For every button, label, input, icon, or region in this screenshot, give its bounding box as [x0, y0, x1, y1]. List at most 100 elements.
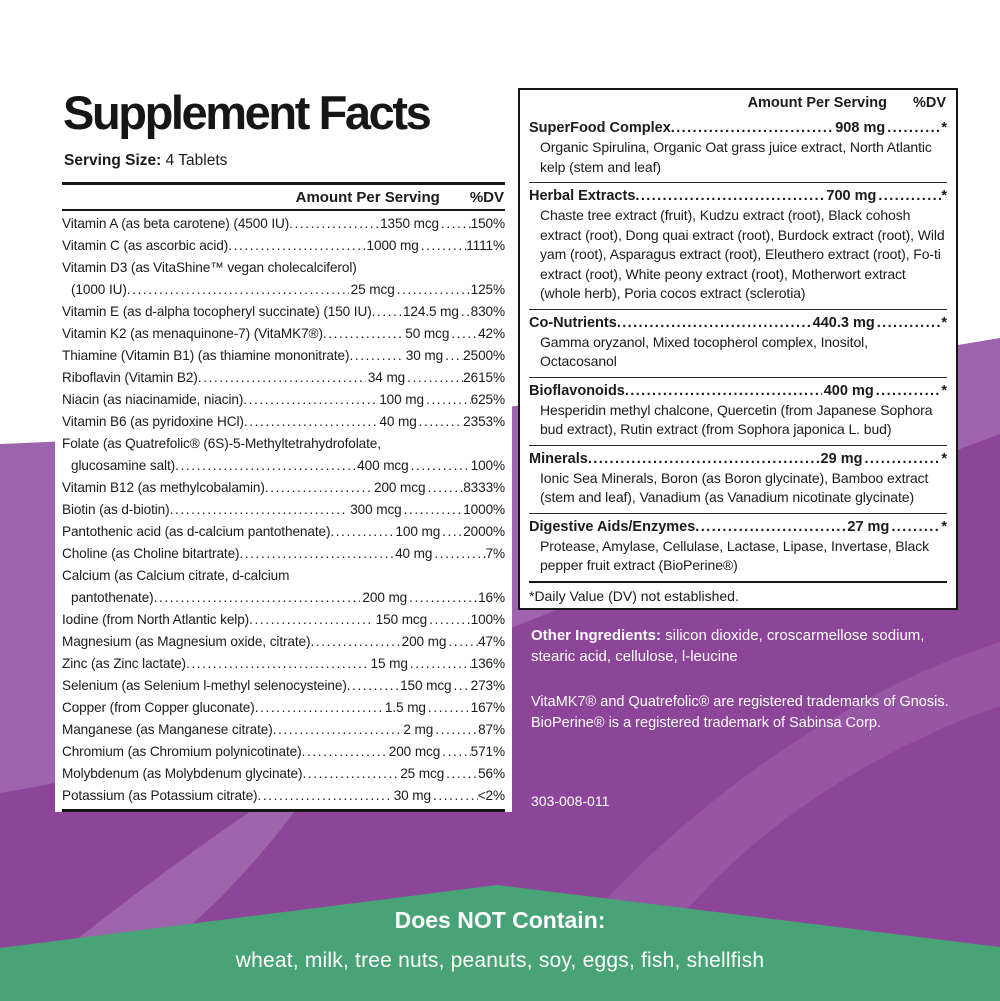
nutrient-dv: 100%: [470, 611, 505, 627]
trademark-line-1: VitaMK7® and Quatrefolic® are registered…: [531, 694, 949, 710]
section-ingredients: Hesperidin methyl chalcone, Quercetin (f…: [540, 401, 933, 438]
nutrient-name: Vitamin B12 (as methylcobalamin): [62, 479, 265, 495]
serving-size: Serving Size: 4 Tablets: [64, 152, 505, 170]
dot-leader: ........................................…: [185, 655, 369, 671]
section-ingredients: Protease, Amylase, Cellulase, Lactase, L…: [540, 537, 930, 574]
dot-leader: ........................................…: [420, 237, 466, 253]
row-line: Vitamin A (as beta carotene) (4500 IU)..…: [62, 213, 505, 235]
nutrient-name: Chromium (as Chromium polynicotinate): [62, 743, 302, 759]
other-ingredients-text: silicon dioxide, croscarmellose sodium, …: [531, 627, 925, 665]
table-row: Calcium (as Calcium citrate, d-calcium pa…: [62, 565, 505, 609]
divider: [529, 580, 947, 583]
nutrient-dv: 87%: [478, 721, 506, 737]
dot-leader: ........................................…: [264, 479, 372, 495]
dot-leader: ........................................…: [440, 215, 471, 231]
dot-leader: ........................................…: [878, 188, 941, 204]
ingredient-section: Co-Nutrients............................…: [529, 308, 947, 377]
table-row: Vitamin B6 (as pyridoxine HCl)..........…: [62, 411, 505, 433]
nutrient-amount: 1.5 mg: [384, 699, 426, 715]
dot-leader: ........................................…: [427, 699, 471, 715]
row-line: Pantothenic acid (as d-calcium pantothen…: [62, 521, 505, 543]
row-line: Calcium (as Calcium citrate, d-calcium: [62, 565, 505, 587]
nutrient-amount: 40 mg: [395, 545, 433, 561]
row-line: Niacin (as niacinamide, niacin).........…: [62, 389, 505, 411]
nutrient-dv: 2615%: [463, 369, 505, 385]
nutrient-name: Vitamin D3 (as VitaShine™ vegan cholecal…: [62, 259, 357, 275]
dot-leader: ........................................…: [403, 501, 464, 517]
dot-leader: ........................................…: [243, 413, 378, 429]
right-column-header: Amount Per Serving %DV: [529, 90, 947, 115]
row-line: Thiamine (Vitamin B1) (as thiamine monon…: [62, 345, 505, 367]
nutrient-name: Pantothenic acid (as d-calcium pantothen…: [62, 523, 331, 539]
row-line: Selenium (as Selenium l-methyl selenocys…: [62, 675, 505, 697]
other-ingredients-label: Other Ingredients:: [531, 627, 662, 644]
table-row: Vitamin A (as beta carotene) (4500 IU)..…: [62, 213, 505, 235]
nutrient-dv: 571%: [470, 743, 505, 759]
nutrient-dv: 136%: [470, 655, 505, 671]
ingredient-section: SuperFood Complex.......................…: [529, 115, 947, 182]
nutrient-amount: 34 mg: [367, 369, 406, 385]
table-row: Iodine (from North Atlantic kelp).......…: [62, 609, 505, 631]
dot-leader: ........................................…: [695, 518, 846, 535]
row-line: (1000 IU)...............................…: [62, 279, 505, 301]
nutrient-dv: 2500%: [463, 347, 505, 363]
nutrient-name: Vitamin C (as ascorbic acid): [62, 237, 229, 253]
allergen-banner-title: Does NOT Contain:: [394, 907, 606, 933]
dv-footnote: *Daily Value (DV) not established.: [529, 587, 739, 604]
complex-facts-panel: Amount Per Serving %DV SuperFood Complex…: [518, 88, 958, 610]
ingredient-section: Digestive Aids/Enzymes..................…: [529, 512, 947, 581]
nutrient-dv: 167%: [470, 699, 505, 715]
dot-leader: ........................................…: [301, 743, 387, 759]
nutrient-dv: 56%: [478, 765, 505, 781]
product-code: 303-008-011: [531, 793, 610, 809]
section-amount: 908 mg: [835, 120, 886, 136]
dot-leader: ........................................…: [407, 369, 463, 385]
table-row: Choline (as Choline bitartrate).........…: [62, 543, 505, 565]
dot-leader: ........................................…: [254, 699, 383, 715]
row-line: Molybdenum (as Molybdenum glycinate)....…: [62, 763, 505, 785]
dot-leader: ........................................…: [289, 215, 378, 231]
nutrient-name: Calcium (as Calcium citrate, d-calcium: [62, 567, 290, 583]
dot-leader: ........................................…: [175, 457, 355, 473]
nutrient-amount: 50 mcg: [405, 325, 450, 341]
dot-leader: ........................................…: [432, 787, 478, 803]
section-amount: 27 mg: [847, 518, 890, 535]
section-title-row: Bioflavonoids...........................…: [529, 381, 947, 401]
dot-leader: ........................................…: [239, 545, 394, 561]
nutrient-name: Zinc (as Zinc lactate): [62, 655, 186, 671]
dot-leader: ........................................…: [616, 314, 811, 331]
dot-leader: ........................................…: [442, 523, 464, 539]
nutrient-amount: 150 mcg: [400, 677, 452, 693]
section-name: Digestive Aids/Enzymes: [529, 518, 696, 535]
dot-leader: ........................................…: [429, 611, 471, 627]
dot-leader: ........................................…: [349, 347, 404, 363]
nutrient-dv: 47%: [478, 633, 505, 649]
dot-leader: ........................................…: [434, 545, 485, 561]
nutrient-dv: 16%: [478, 589, 506, 605]
table-row: Selenium (as Selenium l-methyl selenocys…: [62, 675, 505, 697]
table-row: Zinc (as Zinc lactate)..................…: [62, 653, 505, 675]
row-line: Vitamin D3 (as VitaShine™ vegan cholecal…: [62, 257, 505, 279]
row-line: Iodine (from North Atlantic kelp).......…: [62, 609, 505, 631]
nutrient-name: Potassium (as Potassium citrate): [62, 787, 258, 803]
nutrient-name: Vitamin K2 (as menaquinone-7) (VitaMK7®): [62, 325, 323, 341]
row-line: Vitamin K2 (as menaquinone-7) (VitaMK7®)…: [62, 323, 505, 345]
dot-leader: ........................................…: [302, 765, 399, 781]
nutrient-amount: 200 mg: [362, 589, 408, 605]
section-title-row: Digestive Aids/Enzymes..................…: [529, 517, 947, 537]
dot-leader: ........................................…: [445, 347, 463, 363]
nutrient-amount: 200 mcg: [388, 743, 441, 759]
section-name: Herbal Extracts: [529, 188, 636, 204]
section-title-row: SuperFood Complex.......................…: [529, 118, 947, 138]
section-title-row: Minerals................................…: [529, 449, 947, 469]
serving-size-value: 4 Tablets: [165, 151, 228, 169]
nutrient-dv: <2%: [477, 787, 505, 803]
dot-leader: ........................................…: [587, 450, 819, 467]
row-line: Vitamin B6 (as pyridoxine HCl)..........…: [62, 411, 505, 433]
nutrient-name: Thiamine (Vitamin B1) (as thiamine monon…: [62, 347, 350, 363]
table-row: Vitamin K2 (as menaquinone-7) (VitaMK7®)…: [62, 323, 505, 345]
right-sections: SuperFood Complex.......................…: [529, 115, 947, 581]
table-row: Potassium (as Potassium citrate)........…: [62, 785, 505, 807]
nutrient-dv: 625%: [470, 391, 505, 407]
